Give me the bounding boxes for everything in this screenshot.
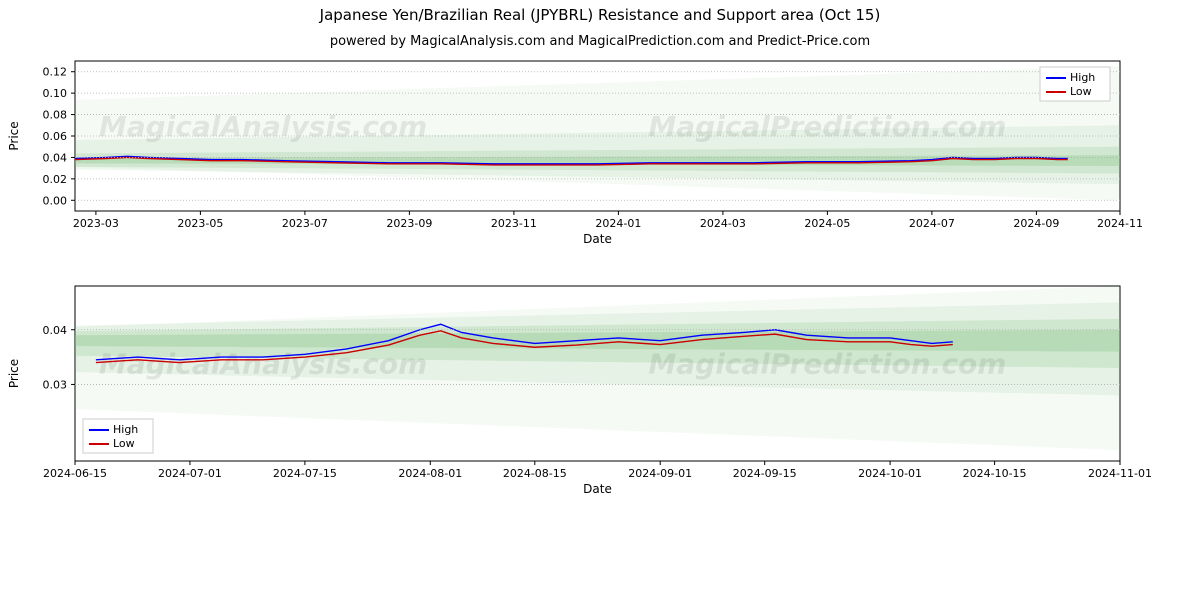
x-tick-label: 2023-05 [177,217,223,230]
x-tick-label: 2024-10-01 [858,467,922,480]
watermark: MagicalPrediction.com [648,348,1006,381]
y-tick-label: 0.06 [43,130,68,143]
y-axis-label: Price [7,121,21,150]
x-axis-label: Date [583,232,612,246]
legend-label-low: Low [113,437,135,450]
x-tick-label: 2024-07 [909,217,955,230]
bottom-chart: MagicalAnalysis.com MagicalPrediction.com… [0,276,1200,511]
x-tick-label: 2024-05 [804,217,850,230]
legend-label-high: High [113,423,138,436]
x-tick-label: 2024-06-15 [43,467,107,480]
x-tick-label: 2024-07-01 [158,467,222,480]
y-tick-label: 0.03 [43,378,68,391]
x-tick-label: 2024-08-15 [503,467,567,480]
x-tick-label: 2024-10-15 [963,467,1027,480]
legend-label-high: High [1070,71,1095,84]
x-tick-label: 2023-03 [73,217,119,230]
y-tick-label: 0.04 [43,324,68,337]
y-tick-label: 0.04 [43,151,68,164]
y-tick-label: 0.00 [43,194,68,207]
y-tick-label: 0.10 [43,87,68,100]
x-tick-label: 2024-07-15 [273,467,337,480]
x-tick-label: 2023-09 [386,217,432,230]
x-tick-label: 2023-11 [491,217,537,230]
x-axis-label: Date [583,482,612,496]
x-tick-label: 2024-09-01 [628,467,692,480]
y-tick-label: 0.12 [43,66,68,79]
x-tick-label: 2024-09 [1013,217,1059,230]
chart-title: Japanese Yen/Brazilian Real (JPYBRL) Res… [0,6,1200,24]
legend-label-low: Low [1070,85,1092,98]
x-tick-label: 2024-01 [595,217,641,230]
x-tick-label: 2024-11-01 [1088,467,1152,480]
x-tick-label: 2024-03 [700,217,746,230]
y-tick-label: 0.08 [43,109,68,122]
watermark: MagicalAnalysis.com [99,348,427,381]
x-tick-label: 2023-07 [282,217,328,230]
x-tick-label: 2024-08-01 [398,467,462,480]
y-axis-label: Price [7,359,21,388]
top-chart: MagicalAnalysis.comMagicalPrediction.com… [0,53,1200,258]
x-tick-label: 2024-09-15 [733,467,797,480]
chart-subtitle: powered by MagicalAnalysis.com and Magic… [0,34,1200,49]
x-tick-label: 2024-11 [1097,217,1143,230]
y-tick-label: 0.02 [43,173,68,186]
